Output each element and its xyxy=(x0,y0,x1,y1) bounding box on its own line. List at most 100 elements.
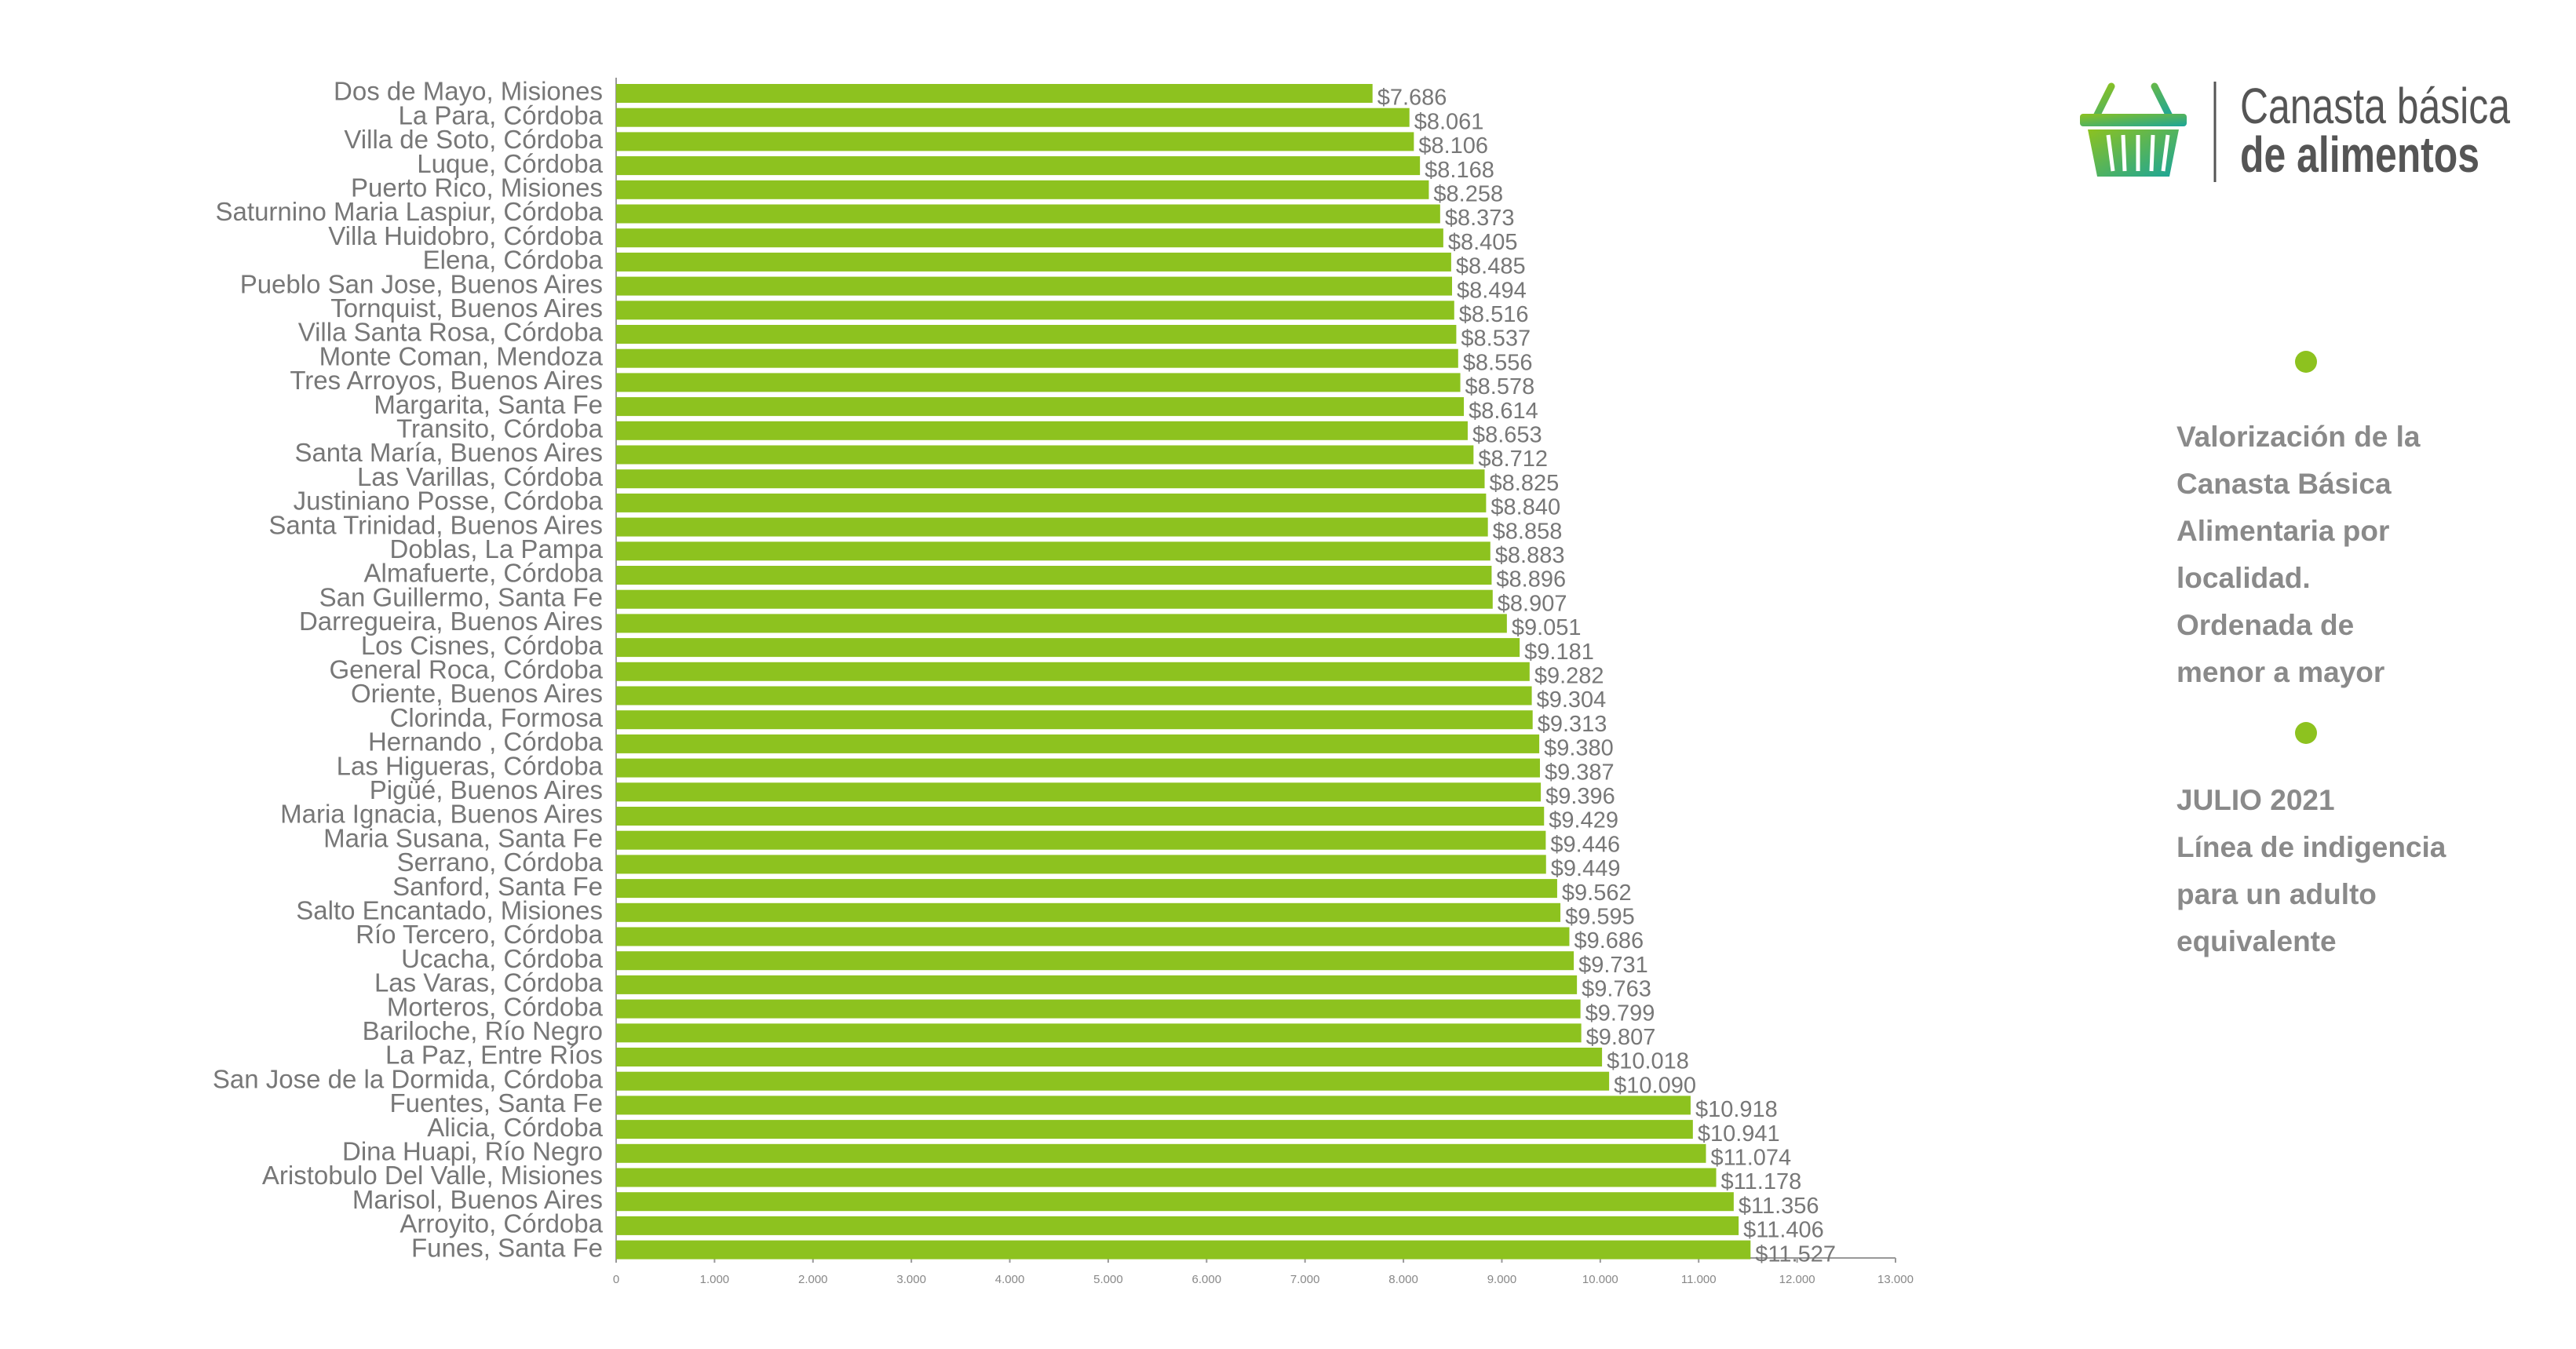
category-label: Santa María, Buenos Aires xyxy=(294,438,603,467)
bar xyxy=(616,830,1546,850)
x-tick-label: 5.000 xyxy=(1093,1273,1123,1286)
annotation: Valorización de la xyxy=(2176,421,2421,453)
category-label: Santa Trinidad, Buenos Aires xyxy=(268,510,603,539)
category-label: Elena, Córdoba xyxy=(423,246,604,275)
category-label: Saturnino Maria Laspiur, Córdoba xyxy=(216,197,604,226)
category-label: Dina Huapi, Río Negro xyxy=(342,1137,603,1166)
x-tick-label: 4.000 xyxy=(995,1273,1025,1286)
x-tick-label: 11.000 xyxy=(1681,1273,1717,1286)
value-label: $11.356 xyxy=(1739,1194,1819,1219)
value-label: $9.763 xyxy=(1582,977,1651,1002)
bar xyxy=(616,662,1530,681)
value-label: $8.516 xyxy=(1459,302,1529,327)
value-label: $9.313 xyxy=(1538,712,1607,737)
bar xyxy=(616,108,1410,127)
bar xyxy=(616,1096,1691,1115)
category-label: Oriente, Buenos Aires xyxy=(351,679,603,708)
value-label: $9.686 xyxy=(1574,928,1644,953)
bar xyxy=(616,879,1557,899)
value-label: $9.051 xyxy=(1512,615,1582,640)
x-tick-label: 1.000 xyxy=(700,1273,730,1286)
value-label: $7.686 xyxy=(1377,86,1447,111)
bar xyxy=(616,758,1540,778)
value-label: $9.595 xyxy=(1565,904,1635,929)
bar xyxy=(616,589,1493,609)
bar xyxy=(616,493,1487,512)
bar xyxy=(616,1192,1734,1212)
category-label: Justiniano Posse, Córdoba xyxy=(294,487,604,516)
category-label: Transito, Córdoba xyxy=(396,414,604,443)
value-label: $9.446 xyxy=(1550,832,1620,857)
category-label: Tres Arroyos, Buenos Aires xyxy=(290,366,603,395)
value-label: $8.712 xyxy=(1478,447,1548,472)
category-label: Puerto Rico, Misiones xyxy=(351,173,603,202)
x-tick-label: 10.000 xyxy=(1582,1273,1618,1286)
value-label: $11.178 xyxy=(1721,1169,1802,1194)
value-label: $10.018 xyxy=(1607,1049,1689,1074)
category-label: Ucacha, Córdoba xyxy=(401,944,603,973)
bar xyxy=(616,252,1451,272)
bar xyxy=(616,132,1414,151)
bar xyxy=(616,1071,1610,1091)
bar xyxy=(616,855,1546,874)
category-label: Maria Susana, Santa Fe xyxy=(323,823,603,852)
bar xyxy=(616,975,1578,994)
value-label: $8.653 xyxy=(1472,422,1542,447)
bar xyxy=(616,276,1453,296)
value-label: $10.918 xyxy=(1695,1097,1778,1122)
category-label: Villa Huidobro, Córdoba xyxy=(328,221,603,250)
category-label: Almafuerte, Córdoba xyxy=(364,559,604,588)
category-label: Aristobulo Del Valle, Misiones xyxy=(262,1161,603,1190)
bar xyxy=(616,614,1507,633)
annotation: para un adulto xyxy=(2176,878,2377,910)
bar xyxy=(616,927,1570,946)
category-label: Maria Ignacia, Buenos Aires xyxy=(280,800,603,829)
annotation: localidad. xyxy=(2176,562,2311,594)
bar xyxy=(616,325,1457,344)
bar xyxy=(616,180,1429,199)
category-label: Las Varas, Córdoba xyxy=(374,968,604,997)
bar xyxy=(616,902,1561,922)
value-label: $9.282 xyxy=(1534,663,1604,688)
bar xyxy=(616,686,1532,705)
value-label: $8.494 xyxy=(1457,278,1527,303)
category-label: Salto Encantado, Misiones xyxy=(296,896,603,925)
category-label: Tornquist, Buenos Aires xyxy=(330,293,603,323)
category-label: Monte Coman, Mendoza xyxy=(319,341,604,370)
category-label: General Roca, Córdoba xyxy=(329,655,603,684)
value-label: $8.883 xyxy=(1495,543,1565,568)
category-label: Hernando , Córdoba xyxy=(368,727,604,757)
x-tick-label: 0 xyxy=(613,1273,619,1286)
category-label: San Jose de la Dormida, Córdoba xyxy=(213,1064,604,1093)
value-label: $9.387 xyxy=(1545,760,1615,785)
bar xyxy=(616,1023,1582,1043)
annotation: equivalente xyxy=(2176,925,2337,957)
x-tick-label: 6.000 xyxy=(1192,1273,1222,1286)
category-label: Villa Santa Rosa, Córdoba xyxy=(298,318,604,347)
value-label: $8.061 xyxy=(1414,109,1484,134)
category-label: Marisol, Buenos Aires xyxy=(352,1185,603,1214)
x-tick-label: 12.000 xyxy=(1779,1273,1815,1286)
bar xyxy=(616,951,1574,971)
category-label: La Paz, Entre Ríos xyxy=(385,1041,603,1070)
bar xyxy=(616,373,1461,392)
value-label: $9.807 xyxy=(1586,1025,1656,1050)
category-label: San Guillermo, Santa Fe xyxy=(319,582,603,611)
annotation: Alimentaria por xyxy=(2176,515,2389,547)
category-label: Las Varillas, Córdoba xyxy=(357,462,604,491)
logo-subtitle: de alimentos xyxy=(2240,127,2479,183)
annotation: JULIO 2021 xyxy=(2176,784,2335,816)
value-label: $9.731 xyxy=(1578,953,1648,978)
value-label: $8.825 xyxy=(1490,471,1560,496)
x-tick-label: 7.000 xyxy=(1290,1273,1320,1286)
logo-icon xyxy=(2080,82,2187,177)
bar xyxy=(616,807,1545,826)
bar xyxy=(616,1120,1693,1139)
value-label: $11.406 xyxy=(1743,1218,1824,1243)
category-label: Dos de Mayo, Misiones xyxy=(334,77,603,106)
category-label: Pueblo San Jose, Buenos Aires xyxy=(240,269,603,298)
category-label: Arroyito, Córdoba xyxy=(400,1209,603,1238)
bar xyxy=(616,204,1440,224)
bar xyxy=(616,301,1454,320)
